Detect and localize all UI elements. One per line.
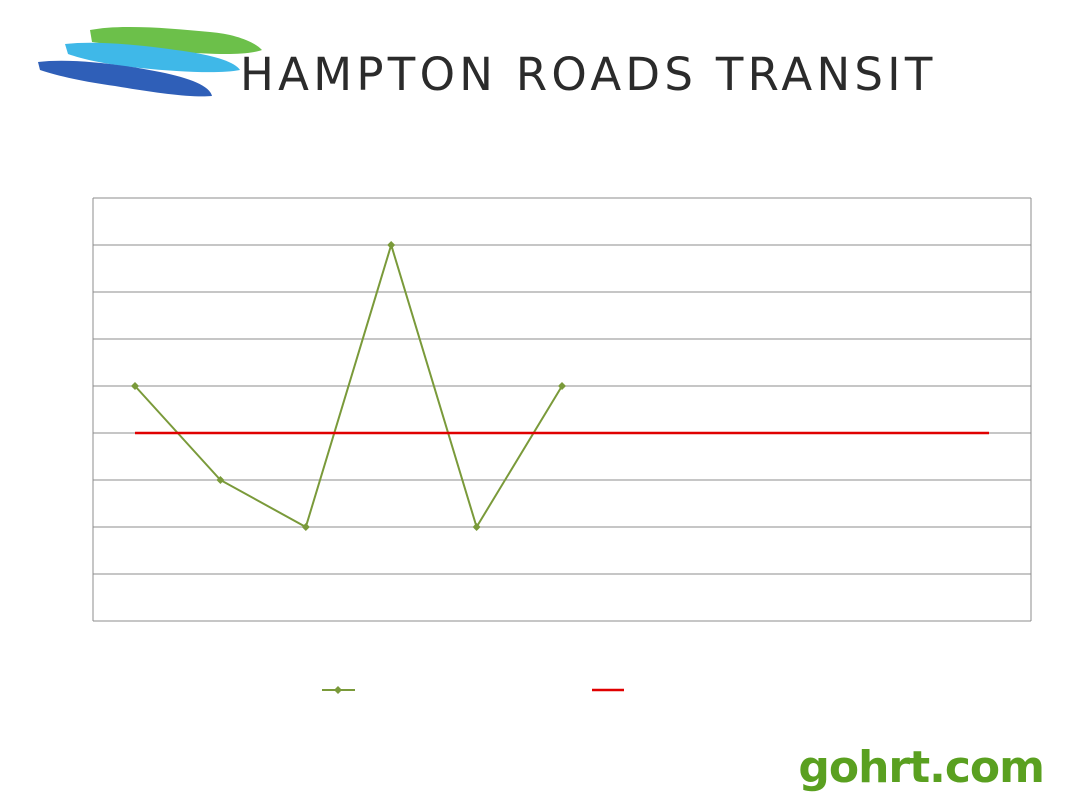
brand-name: HAMPTON ROADS TRANSIT [240,48,937,101]
site-url: gohrt.com [798,742,1045,793]
data-point [387,241,396,249]
hrt-logo-icon [38,26,262,97]
chart-legend [322,686,624,694]
data-point [131,382,139,390]
chart-grid [92,197,1032,622]
data-point [472,523,481,531]
data-point [558,382,566,390]
logo-cyan-stroke [65,42,240,73]
data-point [301,523,310,531]
data-point [216,476,225,484]
logo-blue-stroke [38,60,212,97]
series-line-1 [134,241,563,530]
chart-series [131,241,989,531]
legend-marker-series-1 [334,686,342,694]
